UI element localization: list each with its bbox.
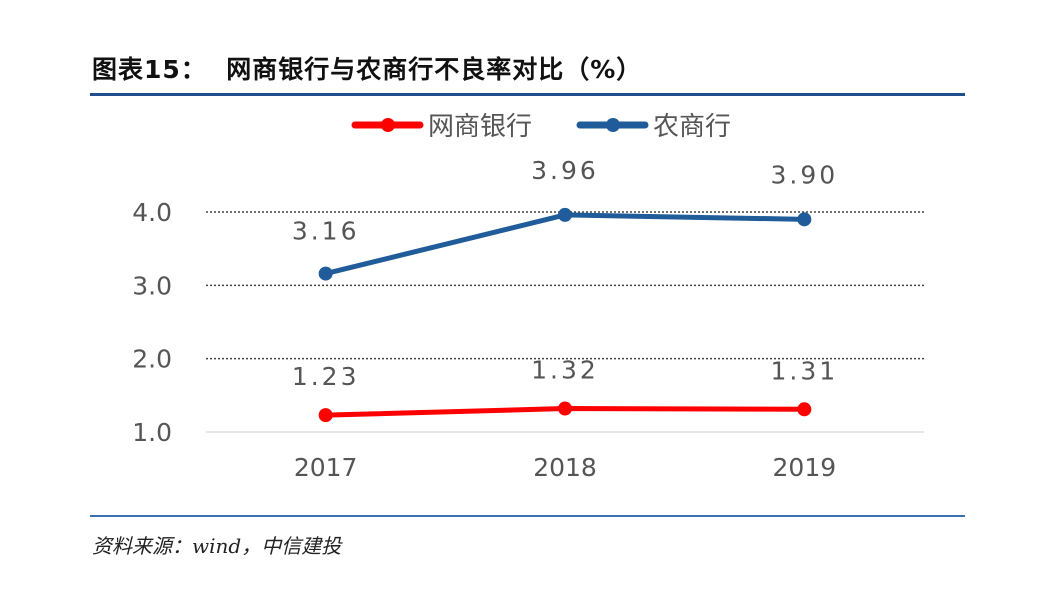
- y-tick-label: 1.0: [132, 418, 172, 447]
- data-label: 3.90: [770, 160, 838, 189]
- y-tick-label: 4.0: [132, 198, 172, 227]
- data-label: 3.16: [292, 217, 360, 246]
- data-point: [797, 402, 812, 417]
- bottom-divider: [90, 515, 965, 517]
- legend-marker: [381, 118, 395, 132]
- title-divider: [90, 93, 965, 96]
- data-label: 3.96: [531, 156, 599, 185]
- source-note: 资料来源：wind，中信建投: [92, 534, 342, 558]
- data-point: [318, 266, 333, 281]
- series-line: [325, 212, 805, 277]
- legend-label: 网商银行: [428, 112, 532, 142]
- data-point: [558, 207, 572, 222]
- chart-title: 图表15： 网商银行与农商行不良率对比（%）: [92, 55, 643, 84]
- y-tick-label: 3.0: [132, 271, 172, 300]
- legend-marker: [606, 118, 620, 132]
- data-point: [558, 401, 572, 416]
- data-point: [797, 212, 812, 227]
- x-tick-label: 2017: [294, 453, 358, 482]
- data-label: 1.32: [531, 356, 599, 385]
- legend-label: 农商行: [653, 112, 731, 142]
- data-label: 1.23: [292, 362, 360, 391]
- data-point: [318, 408, 333, 423]
- x-tick-label: 2018: [533, 453, 597, 482]
- x-tick-label: 2019: [773, 453, 837, 482]
- data-label: 1.31: [770, 356, 838, 385]
- y-tick-label: 2.0: [132, 345, 172, 374]
